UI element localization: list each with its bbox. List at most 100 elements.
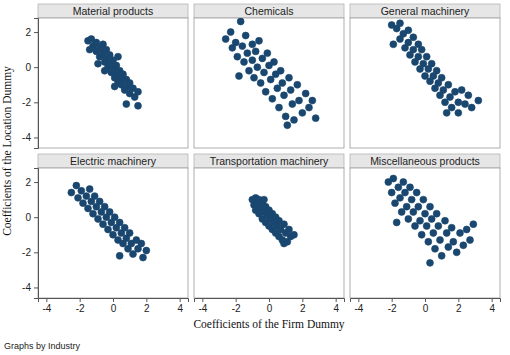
tick-mark [34,217,38,218]
panel: Chemicals [194,4,344,148]
point [408,196,415,203]
point [390,41,397,48]
panel-title: Electric machinery [70,155,157,167]
tick-mark [34,182,38,183]
point [222,36,229,43]
tick: -2 [22,97,38,108]
point [445,81,452,88]
tick: 4 [177,298,183,314]
point [443,109,450,116]
point [249,41,256,48]
tick-mark [34,67,38,68]
point [309,97,316,104]
point [236,72,243,79]
point [450,238,457,245]
tick: 4 [333,298,339,314]
point [420,196,427,203]
point [312,115,319,122]
tick-label: -4 [22,282,31,293]
tick-mark [80,298,81,302]
tick-mark [392,298,393,302]
point [281,240,288,247]
point [418,231,425,238]
tick-mark [336,298,337,302]
tick: -2 [388,298,397,314]
panel-title: Miscellaneous products [370,155,480,167]
tick-mark [146,298,147,302]
point [418,46,425,53]
point [296,97,303,104]
tick-mark [236,298,237,302]
point [135,102,142,109]
point [415,53,422,60]
point [438,252,445,259]
y-axis: -4-202 [22,19,38,149]
tick-label: 2 [25,27,31,38]
tick: -2 [232,298,241,314]
point [405,215,412,222]
point [413,189,420,196]
tick-label: 4 [177,303,183,314]
axis-line [351,299,501,303]
tick: 0 [111,298,117,314]
points [385,175,477,266]
tick: -4 [22,282,38,293]
point [455,109,462,116]
tick-label: 2 [456,303,462,314]
axis-line [34,19,39,149]
point [251,74,258,81]
point [269,95,276,102]
point [390,175,397,182]
tick-mark [34,252,38,253]
panel: Transportation machinery-4-2024 [194,154,345,314]
point [276,104,283,111]
point [415,203,422,210]
point [284,122,291,129]
point [277,67,284,74]
point [433,67,440,74]
point [468,104,475,111]
panel: Material products-4-202 [22,4,188,149]
point [242,32,249,39]
tick-label: 4 [489,303,495,314]
tick-label: -2 [76,303,85,314]
point [123,101,130,108]
panel-header [194,4,344,18]
tick-label: -2 [388,303,397,314]
point [294,81,301,88]
tick-mark [425,298,426,302]
point [306,104,313,111]
point [410,34,417,41]
tick-mark [492,298,493,302]
panel-header [38,4,188,18]
tick-mark [358,298,359,302]
points [249,194,298,247]
tick-label: -2 [232,303,241,314]
point [462,101,469,108]
point [453,249,460,256]
points [388,20,482,117]
point [262,88,269,95]
point [101,67,108,74]
point [403,203,410,210]
point [257,80,264,87]
axis-line [34,169,39,299]
tick: 2 [456,298,462,314]
point [286,74,293,81]
tick-mark [180,298,181,302]
tick: 2 [300,298,306,314]
tick: 0 [25,212,38,223]
point [427,259,434,266]
tick: 0 [267,298,273,314]
tick-mark [302,298,303,302]
point [252,48,259,55]
panel-title: General machinery [381,5,470,17]
point [457,230,464,237]
x-axis-title: Coefficients of the Firm Dummy [193,318,344,331]
point [140,254,147,261]
panel-title: Chemicals [244,5,293,17]
point [254,64,261,71]
panel-header [350,154,500,168]
point [138,240,145,247]
tick-mark [202,298,203,302]
